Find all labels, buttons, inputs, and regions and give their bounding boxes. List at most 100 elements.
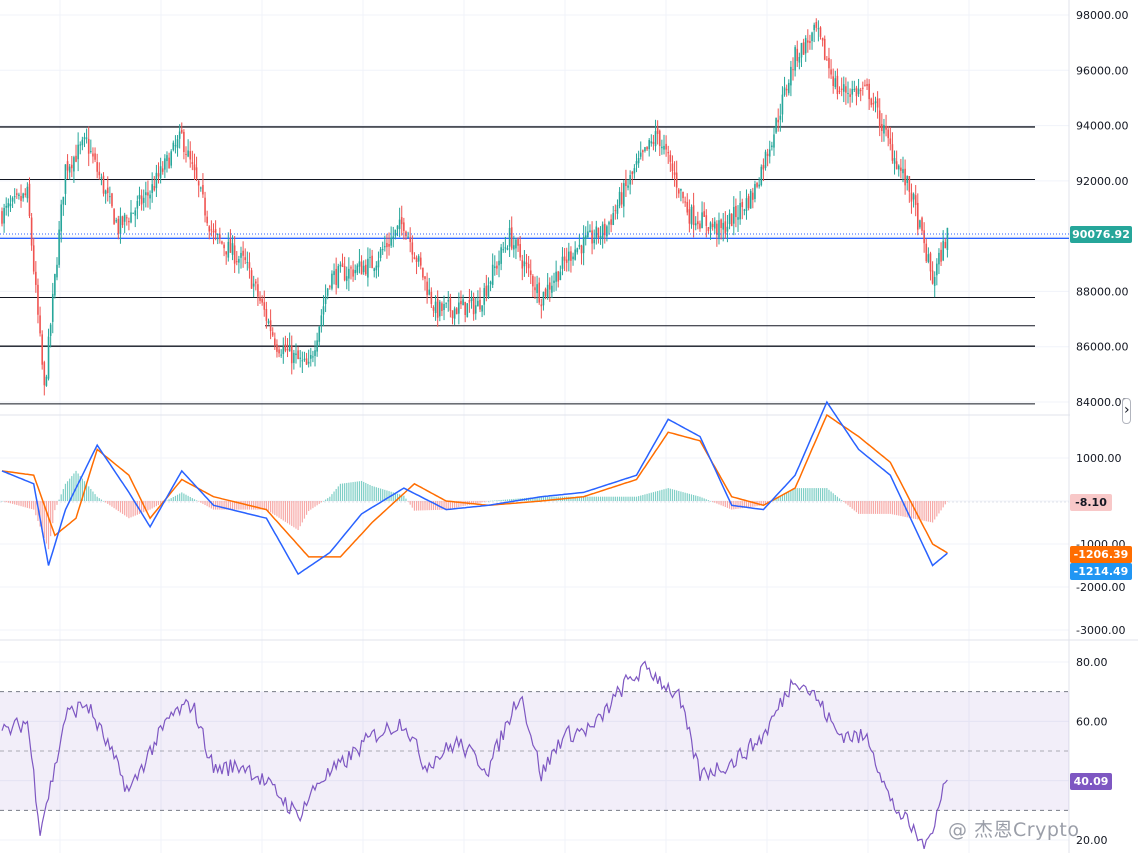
macd-hist-bar xyxy=(944,501,946,505)
candle-body xyxy=(686,201,689,213)
candle-body xyxy=(766,153,769,156)
macd-hist-bar xyxy=(659,490,661,501)
macd-hist-bar xyxy=(33,501,35,510)
candle-body xyxy=(684,201,686,203)
candle-body xyxy=(259,297,261,301)
macd-hist-bar xyxy=(881,501,883,514)
macd-hist-bar xyxy=(242,501,244,510)
candle-body xyxy=(599,236,602,239)
candle-body xyxy=(705,215,708,226)
candle-body xyxy=(432,307,435,311)
candle-body xyxy=(872,102,875,105)
macd-hist-bar xyxy=(22,501,24,507)
candle-body xyxy=(756,182,758,187)
macd-hist-bar xyxy=(305,501,308,515)
macd-hist-bar xyxy=(392,492,394,501)
macd-hist-bar xyxy=(775,498,777,501)
candle-body xyxy=(521,260,524,269)
macd-hist-bar xyxy=(86,483,88,501)
candle-body xyxy=(248,262,251,269)
macd-hist-bar xyxy=(282,501,284,521)
price-tick-label: 84000.00 xyxy=(1076,396,1129,409)
candle-body xyxy=(30,217,33,246)
macd-hist-bar xyxy=(788,491,790,501)
candle-body xyxy=(851,88,854,95)
candle-body xyxy=(798,56,801,63)
candle-body xyxy=(352,269,354,277)
candle-body xyxy=(462,299,464,306)
macd-hist-bar xyxy=(587,496,589,501)
macd-hist-bar xyxy=(906,501,908,518)
macd-hist-bar xyxy=(553,496,555,501)
candle-body xyxy=(777,119,780,123)
candle-body xyxy=(870,98,873,105)
macd-hist-bar xyxy=(227,501,229,510)
candle-body xyxy=(481,305,483,312)
candle-body xyxy=(282,346,285,355)
macd-hist-bar xyxy=(824,488,826,501)
macd-hist-bar xyxy=(475,501,477,504)
candle-body xyxy=(151,184,153,194)
candle-body xyxy=(453,308,456,319)
macd-hist-bar xyxy=(322,501,325,502)
macd-hist-bar xyxy=(297,501,299,531)
macd-hist-bar xyxy=(868,501,870,514)
candle-body xyxy=(106,187,109,194)
candle-body xyxy=(460,300,462,305)
candle-body xyxy=(868,83,870,100)
macd-hist-bar xyxy=(625,496,627,501)
candle-body xyxy=(593,239,595,244)
candle-body xyxy=(390,237,392,246)
macd-histogram-badge: -8.10 xyxy=(1070,494,1112,511)
macd-hist-bar xyxy=(578,496,580,501)
macd-hist-bar xyxy=(454,501,456,508)
macd-hist-bar xyxy=(223,501,225,510)
candle-body xyxy=(631,171,634,175)
candle-body xyxy=(197,181,200,186)
macd-hist-bar xyxy=(682,492,684,501)
macd-hist-bar xyxy=(434,501,437,510)
candle-body xyxy=(157,173,160,177)
macd-hist-bar xyxy=(100,499,103,501)
candle-body xyxy=(102,175,105,194)
macd-hist-bar xyxy=(136,501,138,515)
macd-hist-bar xyxy=(331,494,333,501)
candle-body xyxy=(477,300,479,307)
macd-hist-bar xyxy=(743,501,745,508)
horizontal-levels[interactable] xyxy=(0,126,1069,405)
macd-hist-bar xyxy=(684,492,686,501)
macd-hist-bar xyxy=(629,496,631,501)
candle-body xyxy=(60,204,63,232)
macd-hist-bar xyxy=(221,501,223,510)
candle-body xyxy=(41,334,43,365)
macd-hist-bar xyxy=(805,488,807,501)
candle-body xyxy=(121,216,124,226)
candle-body xyxy=(75,155,77,162)
candle-body xyxy=(307,361,310,364)
candle-body xyxy=(709,222,712,229)
macd-hist-bar xyxy=(646,493,648,501)
macd-hist-bar xyxy=(635,496,638,501)
macd-hist-bar xyxy=(845,501,847,504)
candle-body xyxy=(874,101,877,104)
candle-body xyxy=(134,210,137,216)
macd-hist-bar xyxy=(908,501,910,518)
macd-hist-bar xyxy=(602,496,604,501)
macd-hist-bar xyxy=(585,496,587,501)
candle-body xyxy=(625,180,627,186)
price-scale-handle[interactable] xyxy=(1122,398,1131,424)
macd-hist-bar xyxy=(515,498,517,501)
candle-body xyxy=(807,40,809,43)
candle-body xyxy=(394,229,397,236)
macd-hist-bar xyxy=(244,501,246,510)
candle-body xyxy=(587,231,589,238)
macd-hist-bar xyxy=(934,501,936,520)
candle-body xyxy=(775,117,777,133)
macd-hist-bar xyxy=(726,501,729,508)
candle-body xyxy=(350,267,352,269)
macd-hist-bar xyxy=(536,497,538,501)
candle-body xyxy=(191,162,194,164)
macd-hist-bar xyxy=(832,493,834,501)
macd-hist-bar xyxy=(66,481,69,501)
